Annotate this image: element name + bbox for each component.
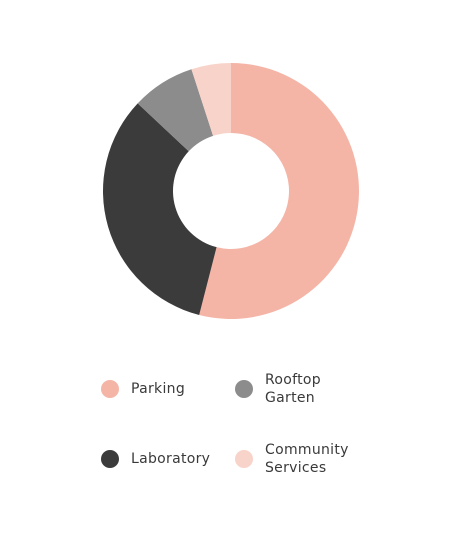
donut-slice-rooftop-garten	[137, 69, 214, 152]
donut-slice-community-services	[191, 63, 231, 136]
legend-item-parking: Parking	[101, 380, 185, 398]
donut-slice-parking	[199, 63, 360, 320]
legend-item-rooftop-garten: Rooftop Garten	[235, 371, 321, 407]
legend-label-rooftop-garten: Rooftop Garten	[265, 372, 321, 406]
legend-label-parking: Parking	[131, 381, 186, 397]
legend-swatch-rooftop-garten	[235, 380, 253, 398]
donut-slice-laboratory	[102, 103, 217, 315]
legend-item-laboratory: Laboratory	[101, 450, 210, 468]
legend-swatch-laboratory	[101, 450, 119, 468]
legend-label-community-services: Community Services	[265, 442, 349, 476]
legend-swatch-parking	[101, 380, 119, 398]
legend-swatch-community-services	[235, 450, 253, 468]
legend-label-laboratory: Laboratory	[131, 451, 211, 467]
legend-item-community-services: Community Services	[235, 441, 349, 477]
